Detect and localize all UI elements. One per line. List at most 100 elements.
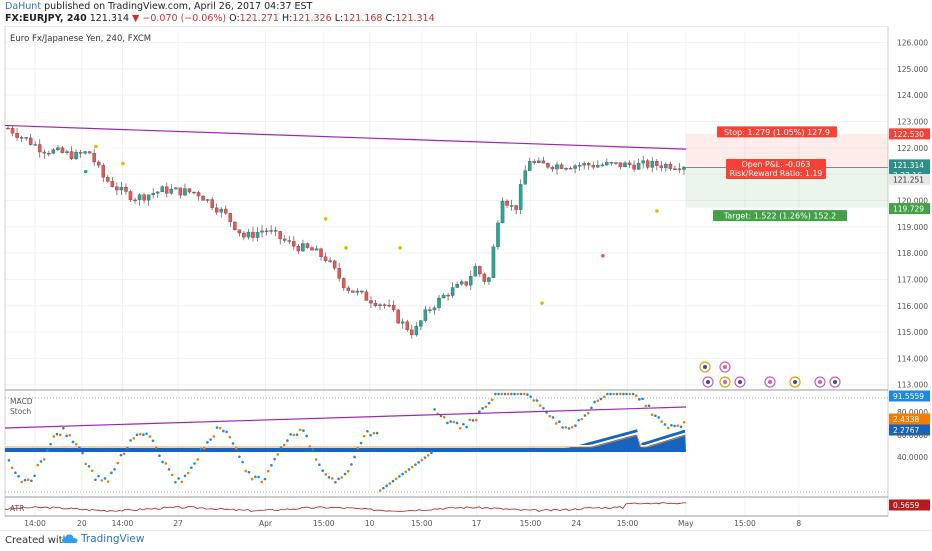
stoch-dot bbox=[551, 416, 555, 419]
stoch-dot bbox=[650, 413, 654, 417]
candle-body bbox=[564, 168, 568, 170]
signal-dot bbox=[94, 144, 98, 149]
candle-body bbox=[673, 168, 677, 170]
stoch-dot bbox=[228, 435, 232, 439]
stop-price-label: 122.530 bbox=[893, 130, 924, 139]
open-label: O: bbox=[229, 13, 240, 24]
candle-body bbox=[328, 260, 332, 262]
stoch-dot bbox=[84, 462, 88, 466]
stoch-dot bbox=[186, 471, 190, 475]
publisher-line: DaHunt published on TradingView.com, Apr… bbox=[5, 1, 312, 13]
stoch-dot bbox=[433, 408, 436, 411]
stoch-dot bbox=[321, 469, 324, 472]
candle-body bbox=[496, 222, 500, 248]
candle-body bbox=[128, 191, 133, 201]
candle-body bbox=[600, 164, 605, 167]
stoch-dot bbox=[190, 466, 193, 469]
stoch-dot bbox=[375, 431, 379, 435]
stoch-dot bbox=[292, 433, 296, 437]
stoch-dot bbox=[510, 392, 513, 396]
stoch-dot bbox=[225, 430, 228, 434]
stoch-dot bbox=[30, 479, 33, 483]
stoch-dot bbox=[353, 455, 356, 459]
stoch-dot bbox=[126, 446, 129, 450]
stoch-dot bbox=[676, 424, 680, 427]
stoch-dot bbox=[474, 418, 478, 422]
stoch-dot bbox=[36, 463, 40, 467]
candle-body bbox=[323, 256, 328, 261]
stoch-dot bbox=[87, 464, 91, 468]
stoch-dot bbox=[65, 434, 68, 438]
stoch-dot bbox=[241, 460, 244, 464]
stoch-dot bbox=[430, 451, 433, 455]
stoch-dot bbox=[71, 440, 75, 444]
signal-dot bbox=[655, 209, 659, 213]
candle-body bbox=[124, 186, 128, 192]
candle-body bbox=[78, 151, 83, 154]
stoch-dot bbox=[417, 461, 420, 464]
stoch-dot bbox=[33, 474, 36, 478]
candle-body bbox=[169, 188, 174, 194]
candle-body bbox=[655, 161, 659, 166]
stoch-dot bbox=[346, 469, 350, 473]
candle-body bbox=[577, 165, 582, 167]
stop-price-label-bg bbox=[889, 128, 930, 140]
x-tick-label: 27 bbox=[173, 519, 183, 528]
candle-body bbox=[205, 199, 210, 201]
event-marker-icon bbox=[703, 365, 707, 369]
candle-body bbox=[24, 137, 28, 139]
macd-signal-line bbox=[5, 434, 686, 448]
stoch-dot bbox=[513, 392, 516, 396]
target-label-bg bbox=[713, 210, 847, 222]
symbol-label[interactable]: FX:EURJPY, 240 bbox=[5, 13, 87, 24]
author-link[interactable]: DaHunt bbox=[5, 1, 42, 12]
stoch-dot bbox=[286, 439, 289, 442]
candle-body bbox=[459, 281, 464, 285]
candle-body bbox=[360, 290, 364, 293]
stoch-dot bbox=[414, 463, 417, 466]
stoch-dot bbox=[202, 447, 206, 450]
candle-body bbox=[42, 151, 47, 154]
stoch-dot bbox=[177, 477, 180, 480]
stoch-dot bbox=[577, 418, 580, 422]
stoch-dot bbox=[452, 420, 456, 424]
stoch-dot bbox=[295, 433, 299, 437]
stoch-dot bbox=[634, 394, 638, 398]
candle-body bbox=[582, 163, 586, 166]
x-tick-label: 15:00 bbox=[617, 519, 639, 528]
x-tick-label: 17 bbox=[472, 519, 482, 528]
stoch-dot bbox=[305, 434, 308, 438]
x-tick-label: May bbox=[678, 519, 694, 528]
chart-title: Euro Fx/Japanese Yen, 240, FXCM bbox=[10, 34, 151, 44]
stoch-value-label-bg bbox=[889, 390, 930, 402]
stoch-dot bbox=[270, 464, 273, 467]
stoch-dot bbox=[606, 392, 609, 396]
candle-body bbox=[355, 290, 360, 293]
stoch-dot bbox=[542, 406, 545, 410]
stoch-dot bbox=[311, 448, 315, 451]
stoch-dot bbox=[378, 489, 382, 492]
stoch-dot bbox=[116, 461, 120, 465]
stoch-dot bbox=[350, 463, 353, 466]
stoch-dot bbox=[660, 420, 664, 423]
candle-body bbox=[555, 164, 559, 170]
signal-dot bbox=[83, 169, 88, 174]
stoch-dot bbox=[596, 399, 600, 403]
candle-body bbox=[60, 147, 65, 153]
candle-body bbox=[478, 266, 482, 275]
candle-body bbox=[101, 165, 106, 178]
stoch-dot bbox=[119, 453, 123, 457]
candle-body bbox=[65, 151, 69, 153]
candle-body bbox=[586, 163, 591, 166]
stoch-dot bbox=[481, 407, 484, 410]
stoch-dot bbox=[20, 480, 24, 484]
candle-body bbox=[38, 144, 42, 153]
candle-body bbox=[83, 151, 87, 154]
price-chart[interactable]: Euro Fx/Japanese Yen, 240, FXCM Stop: 1.2… bbox=[0, 26, 932, 530]
stoch-dot bbox=[385, 484, 388, 488]
tradingview-logo[interactable]: TradingView bbox=[62, 533, 144, 545]
atr-label: ATR bbox=[10, 504, 24, 513]
y-tick-label: 120.000 bbox=[897, 196, 928, 205]
stop-label-bg bbox=[717, 126, 837, 138]
y-tick-label: 113.000 bbox=[897, 381, 928, 390]
